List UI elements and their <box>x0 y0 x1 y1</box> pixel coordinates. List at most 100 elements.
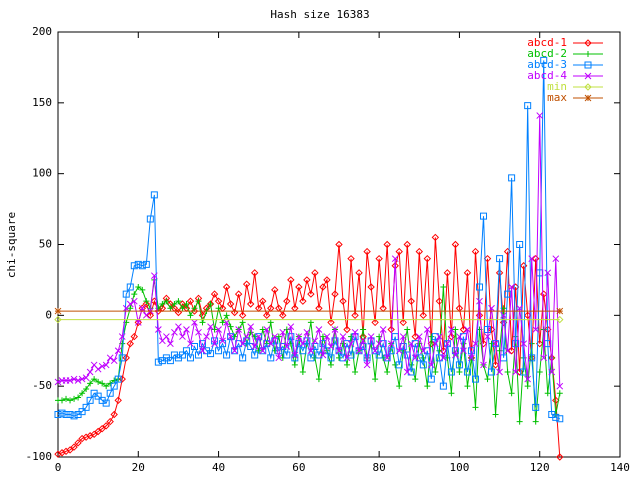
data-point <box>472 404 479 411</box>
data-point <box>440 354 447 362</box>
data-point <box>110 357 118 365</box>
data-point <box>524 102 532 110</box>
data-point <box>54 315 62 324</box>
data-point <box>452 351 459 359</box>
data-point <box>98 424 106 433</box>
legend-label: max <box>547 91 567 104</box>
data-point <box>396 383 403 390</box>
data-point <box>227 333 234 340</box>
data-point <box>516 418 523 425</box>
data-point <box>54 307 62 315</box>
data-point <box>516 241 524 248</box>
data-point <box>74 377 82 384</box>
data-point <box>419 311 428 320</box>
data-point <box>335 240 343 249</box>
data-point <box>223 312 230 319</box>
data-point <box>299 297 307 305</box>
data-point <box>243 333 251 340</box>
data-point <box>488 304 495 312</box>
data-point <box>267 319 274 326</box>
data-point <box>102 399 110 407</box>
data-point <box>319 333 326 340</box>
data-point <box>275 333 282 340</box>
data-point <box>134 319 142 326</box>
data-point <box>395 361 403 369</box>
data-point <box>283 297 291 305</box>
data-point <box>167 340 174 348</box>
data-point <box>163 333 170 340</box>
data-point <box>315 376 322 383</box>
data-point <box>443 269 452 277</box>
data-point <box>488 340 495 347</box>
data-point <box>167 305 174 312</box>
data-point <box>127 305 134 312</box>
data-point <box>552 255 560 263</box>
data-point <box>552 413 560 421</box>
data-point <box>295 333 303 340</box>
data-point <box>299 369 306 375</box>
data-point <box>195 298 202 305</box>
data-point <box>343 354 351 362</box>
data-point <box>471 247 480 256</box>
data-point <box>239 319 246 326</box>
data-point <box>66 411 74 418</box>
data-point <box>403 368 411 376</box>
x-tick-label: 40 <box>212 461 225 474</box>
data-point <box>150 272 158 280</box>
data-point <box>159 301 166 307</box>
data-point <box>87 380 94 387</box>
data-point <box>307 290 315 298</box>
data-point <box>540 290 548 298</box>
legend-marker <box>584 83 592 91</box>
data-point <box>155 326 162 333</box>
data-point <box>219 319 226 326</box>
data-point <box>315 351 323 359</box>
data-point <box>540 56 548 64</box>
data-point <box>135 284 142 290</box>
legend-marker <box>584 72 592 80</box>
data-point <box>467 347 475 355</box>
data-point <box>492 340 500 348</box>
data-point <box>464 383 471 390</box>
data-point <box>187 312 194 319</box>
data-point <box>142 260 150 268</box>
data-point <box>480 212 488 220</box>
data-point <box>427 375 435 383</box>
data-point <box>436 347 443 354</box>
data-point <box>75 394 82 401</box>
data-point <box>247 323 255 331</box>
data-point <box>58 409 66 417</box>
data-point <box>439 382 447 390</box>
data-point <box>343 325 351 334</box>
data-point <box>359 337 367 345</box>
data-point <box>379 326 387 333</box>
data-point <box>82 403 90 411</box>
data-point <box>383 354 391 362</box>
data-point <box>186 354 194 362</box>
data-point <box>387 325 395 334</box>
y-tick-label: 0 <box>45 308 52 321</box>
data-point <box>556 382 564 390</box>
data-point <box>544 390 551 397</box>
data-point <box>556 453 564 461</box>
data-point <box>403 240 411 249</box>
data-point <box>150 191 158 199</box>
data-point <box>267 340 275 348</box>
data-point <box>532 403 540 411</box>
data-point <box>424 383 431 390</box>
data-point <box>556 315 564 324</box>
data-point <box>484 376 491 383</box>
data-point <box>407 340 415 348</box>
data-point <box>363 247 371 256</box>
y-axis-label: chi-square <box>5 212 18 278</box>
data-point <box>423 254 432 263</box>
data-point <box>211 337 219 345</box>
data-point <box>279 343 287 350</box>
data-point <box>303 276 311 284</box>
data-point <box>299 347 307 355</box>
legend-label: min <box>547 80 567 93</box>
data-point <box>352 369 359 375</box>
data-point <box>327 343 335 350</box>
data-point <box>387 340 395 348</box>
data-point <box>508 283 515 291</box>
